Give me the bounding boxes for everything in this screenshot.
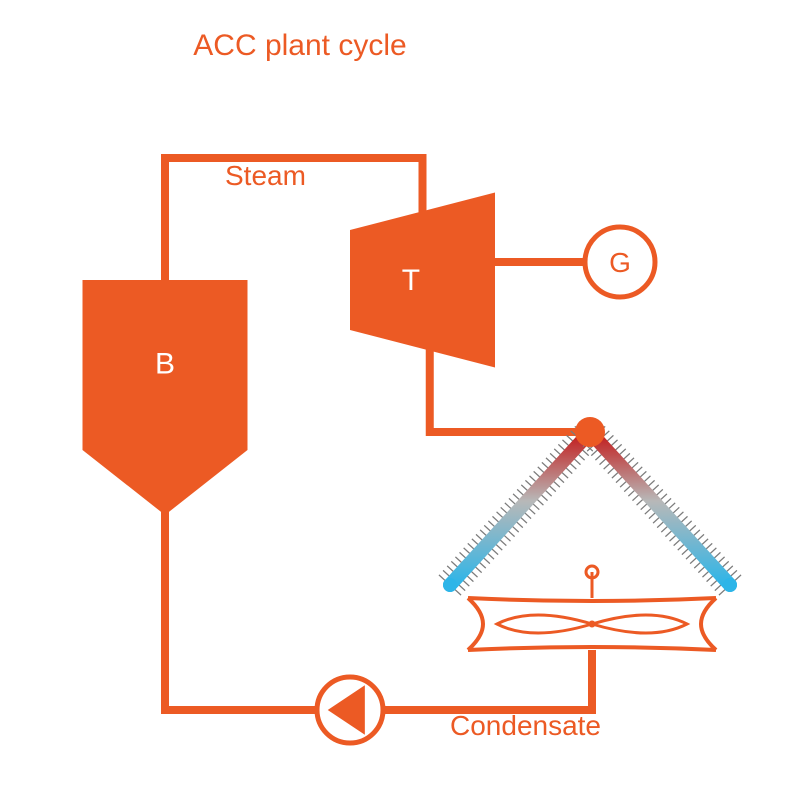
acc-fan (468, 566, 716, 650)
turbine-label: T (402, 264, 420, 297)
generator-label: G (609, 247, 631, 278)
diagram-title: ACC plant cycle (193, 29, 406, 62)
boiler (83, 280, 248, 515)
acc-drop-right (723, 578, 737, 592)
steam-label: Steam (225, 160, 306, 191)
acc-tube-right (579, 422, 741, 595)
acc-tube-left (439, 422, 601, 595)
boiler-label: B (155, 348, 175, 381)
pipe-condensate (165, 511, 592, 710)
turbine (350, 193, 495, 368)
condensate-label: Condensate (450, 710, 601, 741)
acc-apex (575, 417, 605, 447)
acc-drop-left (443, 578, 457, 592)
